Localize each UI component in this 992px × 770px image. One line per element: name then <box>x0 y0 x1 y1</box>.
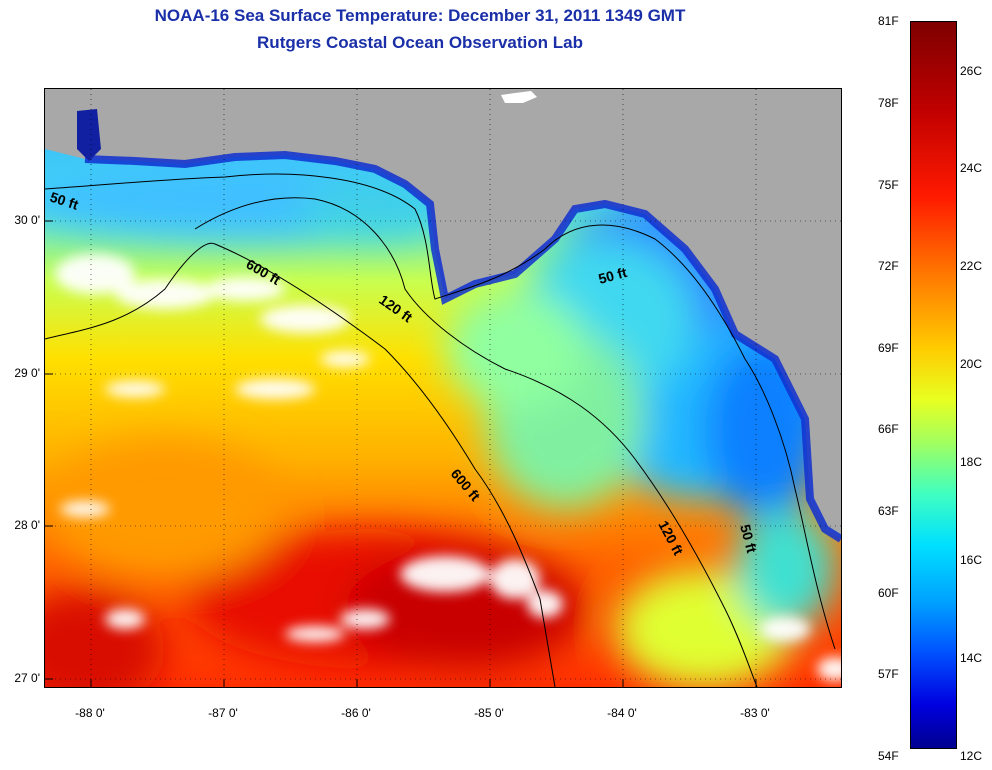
lon-label: -83 0' <box>740 706 770 720</box>
lon-label: -86 0' <box>341 706 371 720</box>
lon-label: -84 0' <box>607 706 637 720</box>
colorbar-c-label: 20C <box>960 357 983 371</box>
lon-label: -88 0' <box>75 706 105 720</box>
colorbar-c-label: 12C <box>960 749 983 763</box>
colorbar-c-label: 14C <box>960 651 983 665</box>
colorbar-c-label: 16C <box>960 553 983 567</box>
colorbar-f-label: 63F <box>878 504 899 518</box>
colorbar-c-label: 18C <box>960 455 983 469</box>
colorbar-f-label: 54F <box>878 749 899 763</box>
map-title: NOAA-16 Sea Surface Temperature: Decembe… <box>154 6 686 25</box>
colorbar-f-label: 69F <box>878 341 899 355</box>
coastline <box>84 150 841 543</box>
colorbar-c-label: 26C <box>960 64 983 78</box>
lat-label: 30 0' <box>14 213 40 227</box>
lon-label: -87 0' <box>208 706 238 720</box>
sea-surface <box>45 149 841 687</box>
colorbar-f-label: 60F <box>878 586 899 600</box>
temperature-colorbar <box>910 21 957 749</box>
colorbar-f-label: 81F <box>878 14 899 28</box>
lon-label: -85 0' <box>474 706 504 720</box>
depth-contours <box>45 173 836 687</box>
contour-label: 50 ft <box>737 523 760 555</box>
colorbar-f-label: 72F <box>878 259 899 273</box>
map-subtitle: Rutgers Coastal Ocean Observation Lab <box>257 33 583 52</box>
contour-label: 50 ft <box>597 264 629 287</box>
colorbar-f-label: 75F <box>878 178 899 192</box>
colorbar-f-label: 66F <box>878 422 899 436</box>
lat-label: 27 0' <box>14 671 40 685</box>
colorbar-c-label: 24C <box>960 161 983 175</box>
lat-label: 29 0' <box>14 366 40 380</box>
lat-label: 28 0' <box>14 518 40 532</box>
colorbar-f-label: 78F <box>878 96 899 110</box>
colorbar-c-label: 22C <box>960 259 983 273</box>
sst-map: 50 ft 600 ft 120 ft 50 ft 600 ft 120 ft … <box>44 88 842 688</box>
colorbar-f-label: 57F <box>878 667 899 681</box>
